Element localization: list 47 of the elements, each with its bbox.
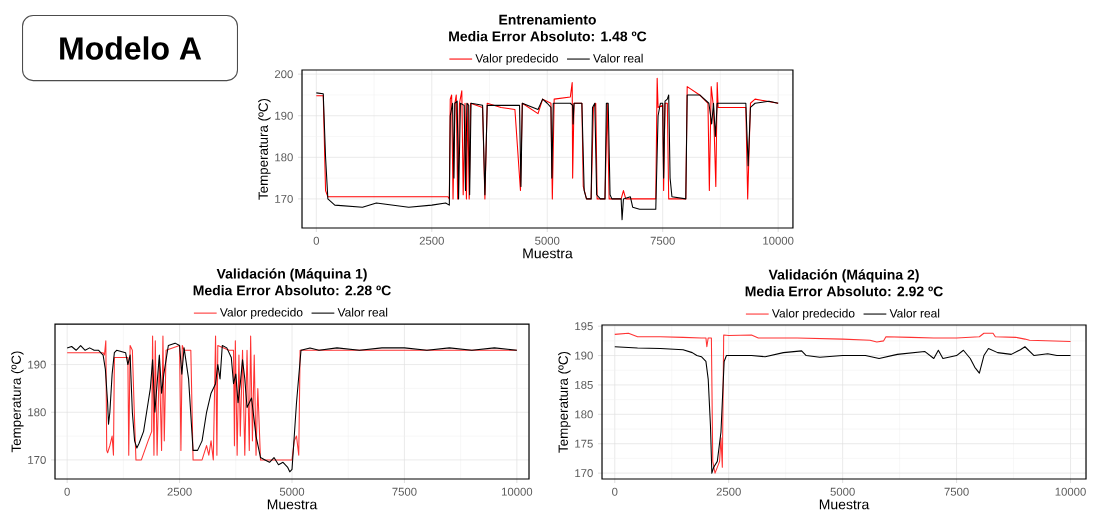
x-tick-label: 2500 <box>716 487 741 496</box>
y-tick-label: 170 <box>575 469 593 478</box>
x-tick-label: 5000 <box>279 487 305 496</box>
x-tick-label: 7500 <box>392 487 417 496</box>
x-tick-label: 10000 <box>501 487 533 496</box>
x-axis-title: Muestra <box>523 248 573 259</box>
x-tick-label: 2500 <box>419 236 444 245</box>
legend-label: Valor real <box>337 307 388 317</box>
y-tick-label: 190 <box>275 111 293 120</box>
chart-subtitle: Media Error Absoluto: 2.28 ºC <box>193 285 391 296</box>
chart-title: Entrenamiento <box>499 14 596 25</box>
x-tick-label: 0 <box>612 487 618 496</box>
x-tick-label: 7500 <box>944 487 969 496</box>
x-tick-label: 0 <box>64 487 70 496</box>
legend-label: Valor real <box>593 53 643 63</box>
y-tick-label: 170 <box>28 455 46 464</box>
y-tick-label: 180 <box>275 153 293 162</box>
y-tick-label: 170 <box>275 194 293 203</box>
legend-label: Valor predecido <box>771 308 855 320</box>
chart-subtitle: Media Error Absoluto: 2.92 ºC <box>745 286 943 297</box>
y-tick-label: 175 <box>575 439 593 448</box>
chart-title: Validación (Máquina 2) <box>768 269 919 283</box>
y-tick-label: 190 <box>575 351 593 360</box>
x-axis-title: Muestra <box>819 499 870 510</box>
chart-title: Validación (Máquina 1) <box>216 268 367 282</box>
x-axis-title: Muestra <box>267 499 318 510</box>
x-tick-label: 2500 <box>167 487 192 496</box>
legend-label: Valor predecido <box>475 53 558 65</box>
y-axis-title: Temperatura (ºC) <box>558 351 571 453</box>
x-tick-label: 10000 <box>1055 487 1086 496</box>
y-axis-title: Temperatura (ºC) <box>258 98 271 200</box>
x-tick-label: 0 <box>313 236 320 245</box>
text: Modelo A <box>60 36 202 60</box>
y-tick-label: 200 <box>274 70 293 79</box>
y-tick-label: 180 <box>575 410 593 419</box>
legend-label: Valor predecido <box>219 307 303 319</box>
legend-label: Valor real <box>889 308 940 318</box>
chart-subtitle: Media Error Absoluto: 1.48 ºC <box>449 31 647 42</box>
x-tick-label: 7500 <box>650 236 675 245</box>
x-tick-label: 10000 <box>763 236 794 245</box>
x-tick-label: 5000 <box>535 236 560 245</box>
y-axis-title: Temperatura (ºC) <box>11 351 24 453</box>
y-tick-label: 185 <box>575 380 593 389</box>
y-tick-label: 190 <box>28 360 46 369</box>
y-tick-label: 180 <box>28 408 46 417</box>
y-tick-label: 195 <box>575 322 593 331</box>
x-tick-label: 5000 <box>830 487 855 496</box>
